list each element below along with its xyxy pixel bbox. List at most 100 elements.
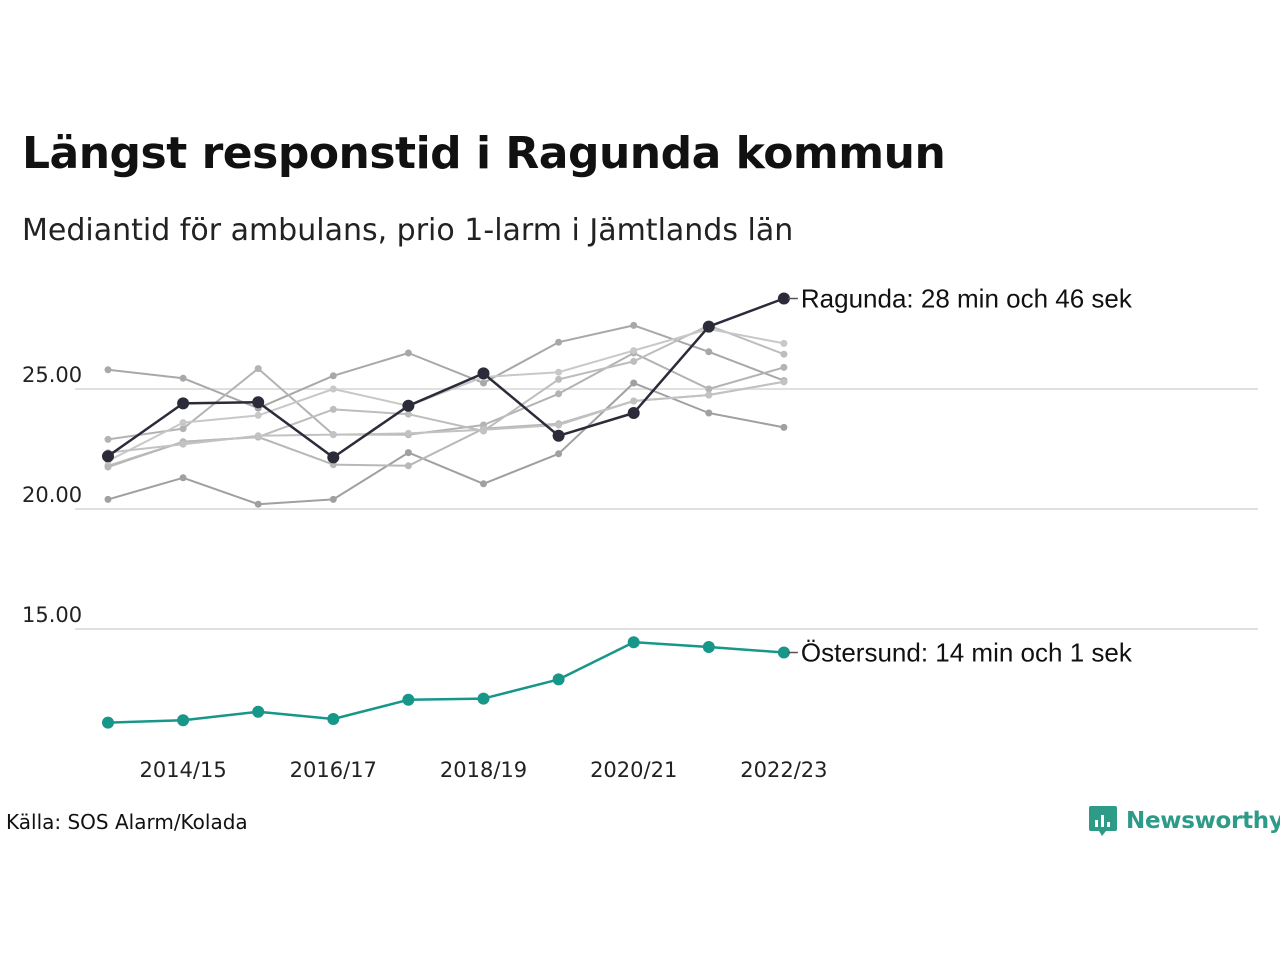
other-municipality-point	[254, 365, 262, 373]
other-municipality-series	[104, 379, 788, 508]
ragunda-end-label: Ragunda: 28 min och 46 sek	[801, 284, 1133, 314]
-stersund-point	[252, 705, 265, 718]
other-municipality-point	[179, 440, 187, 448]
ragunda-point	[552, 429, 565, 442]
-stersund-point	[627, 636, 640, 649]
other-municipality-point	[480, 426, 487, 434]
other-municipality-point	[254, 411, 262, 419]
other-municipality-point	[104, 463, 112, 471]
other-municipality-line	[107, 382, 785, 506]
other-municipality-point	[780, 423, 788, 431]
-stersund-series	[102, 636, 790, 729]
other-municipality-line	[107, 328, 785, 462]
x-tick-label: 2020/21	[590, 758, 677, 782]
ragunda-point	[627, 407, 640, 419]
other-municipality-point	[329, 372, 337, 380]
x-tick-label: 2016/17	[290, 758, 377, 782]
-stersund-point	[402, 693, 415, 706]
other-municipalities-series	[104, 321, 788, 508]
other-municipality-point	[480, 480, 487, 488]
other-municipality-line	[107, 324, 785, 467]
ragunda-point	[252, 396, 265, 409]
other-municipality-line	[107, 380, 785, 454]
other-municipality-point	[555, 375, 563, 383]
other-municipality-point	[404, 449, 412, 457]
line-chart: 15.00 20.00 25.00 2014/15 2016/17 2018/19 202…	[22, 284, 1258, 782]
x-tick-label: 2018/19	[440, 758, 527, 782]
gridlines	[75, 388, 1258, 630]
other-municipality-point	[254, 500, 262, 508]
ragunda-point	[402, 399, 415, 412]
other-municipality-point	[329, 431, 337, 439]
other-municipality-point	[705, 409, 713, 417]
other-municipality-point	[404, 410, 412, 418]
brand-logo: Newsworthy	[1088, 804, 1280, 838]
chart-subtitle: Mediantid för ambulans, prio 1-larm i Jä…	[22, 213, 794, 248]
other-municipality-point	[555, 421, 563, 429]
ragunda-point	[777, 292, 790, 305]
other-municipality-point	[630, 397, 638, 405]
ragunda-line	[107, 297, 785, 459]
-stersund-point	[327, 713, 340, 725]
-stersund-point	[477, 692, 490, 705]
x-tick-label: 2014/15	[139, 758, 226, 782]
other-municipality-point	[254, 432, 262, 440]
other-municipality-point	[555, 368, 563, 376]
other-municipality-point	[630, 347, 638, 355]
other-municipality-point	[179, 425, 187, 433]
other-municipality-series	[104, 378, 788, 457]
other-municipality-point	[780, 339, 788, 347]
-stersund-point	[102, 716, 114, 729]
-stersund-point	[777, 646, 790, 659]
other-municipality-point	[555, 338, 563, 346]
other-municipality-point	[630, 321, 638, 329]
other-municipality-point	[555, 450, 563, 458]
end-labels: Ragunda: 28 min och 46 sek Östersund: 14 …	[787, 284, 1133, 668]
other-municipality-point	[705, 391, 713, 399]
y-tick-label: 15.00	[22, 603, 82, 627]
other-municipality-point	[555, 390, 563, 398]
ragunda-point	[177, 397, 190, 410]
other-municipality-point	[329, 385, 337, 393]
other-municipality-point	[104, 495, 112, 503]
x-axis-tick-labels: 2014/15 2016/17 2018/19 2020/21 2022/23	[139, 758, 827, 782]
ragunda-point	[327, 451, 340, 464]
other-municipality-point	[179, 374, 187, 382]
other-municipality-point	[179, 474, 187, 482]
-stersund-point	[702, 641, 715, 653]
ragunda-point	[477, 367, 490, 380]
other-municipality-point	[480, 379, 487, 387]
other-municipality-point	[179, 419, 187, 427]
-stersund-end-label: Östersund: 14 min och 1 sek	[801, 638, 1133, 668]
-stersund-point	[177, 714, 190, 727]
other-municipality-point	[705, 385, 713, 393]
other-municipality-point	[329, 405, 337, 413]
ragunda-series	[102, 292, 790, 464]
source-note: Källa: SOS Alarm/Kolada	[6, 810, 248, 834]
other-municipality-point	[780, 363, 788, 371]
other-municipality-line	[107, 380, 785, 468]
chart-title: Längst responstid i Ragunda kommun	[22, 128, 946, 179]
other-municipality-point	[404, 429, 412, 437]
highlighted-series	[102, 292, 790, 729]
newsworthy-logo-icon	[1089, 806, 1117, 836]
other-municipality-point	[705, 348, 713, 356]
ragunda-point	[102, 450, 114, 463]
ragunda-point	[702, 320, 715, 333]
y-axis-tick-labels: 15.00 20.00 25.00	[22, 363, 82, 627]
other-municipality-point	[104, 366, 112, 374]
x-tick-label: 2022/23	[740, 758, 827, 782]
y-tick-label: 25.00	[22, 363, 82, 387]
-stersund-point	[552, 673, 565, 686]
other-municipality-point	[630, 357, 638, 365]
other-municipality-point	[329, 495, 337, 503]
other-municipality-line	[107, 324, 785, 410]
other-municipality-point	[630, 379, 638, 387]
brand-name: Newsworthy	[1126, 808, 1280, 834]
-stersund-line	[107, 640, 784, 724]
other-municipality-series	[104, 325, 788, 465]
other-municipality-point	[404, 349, 412, 357]
y-tick-label: 20.00	[22, 483, 82, 507]
other-municipality-point	[780, 350, 788, 358]
other-municipality-point	[780, 378, 788, 386]
